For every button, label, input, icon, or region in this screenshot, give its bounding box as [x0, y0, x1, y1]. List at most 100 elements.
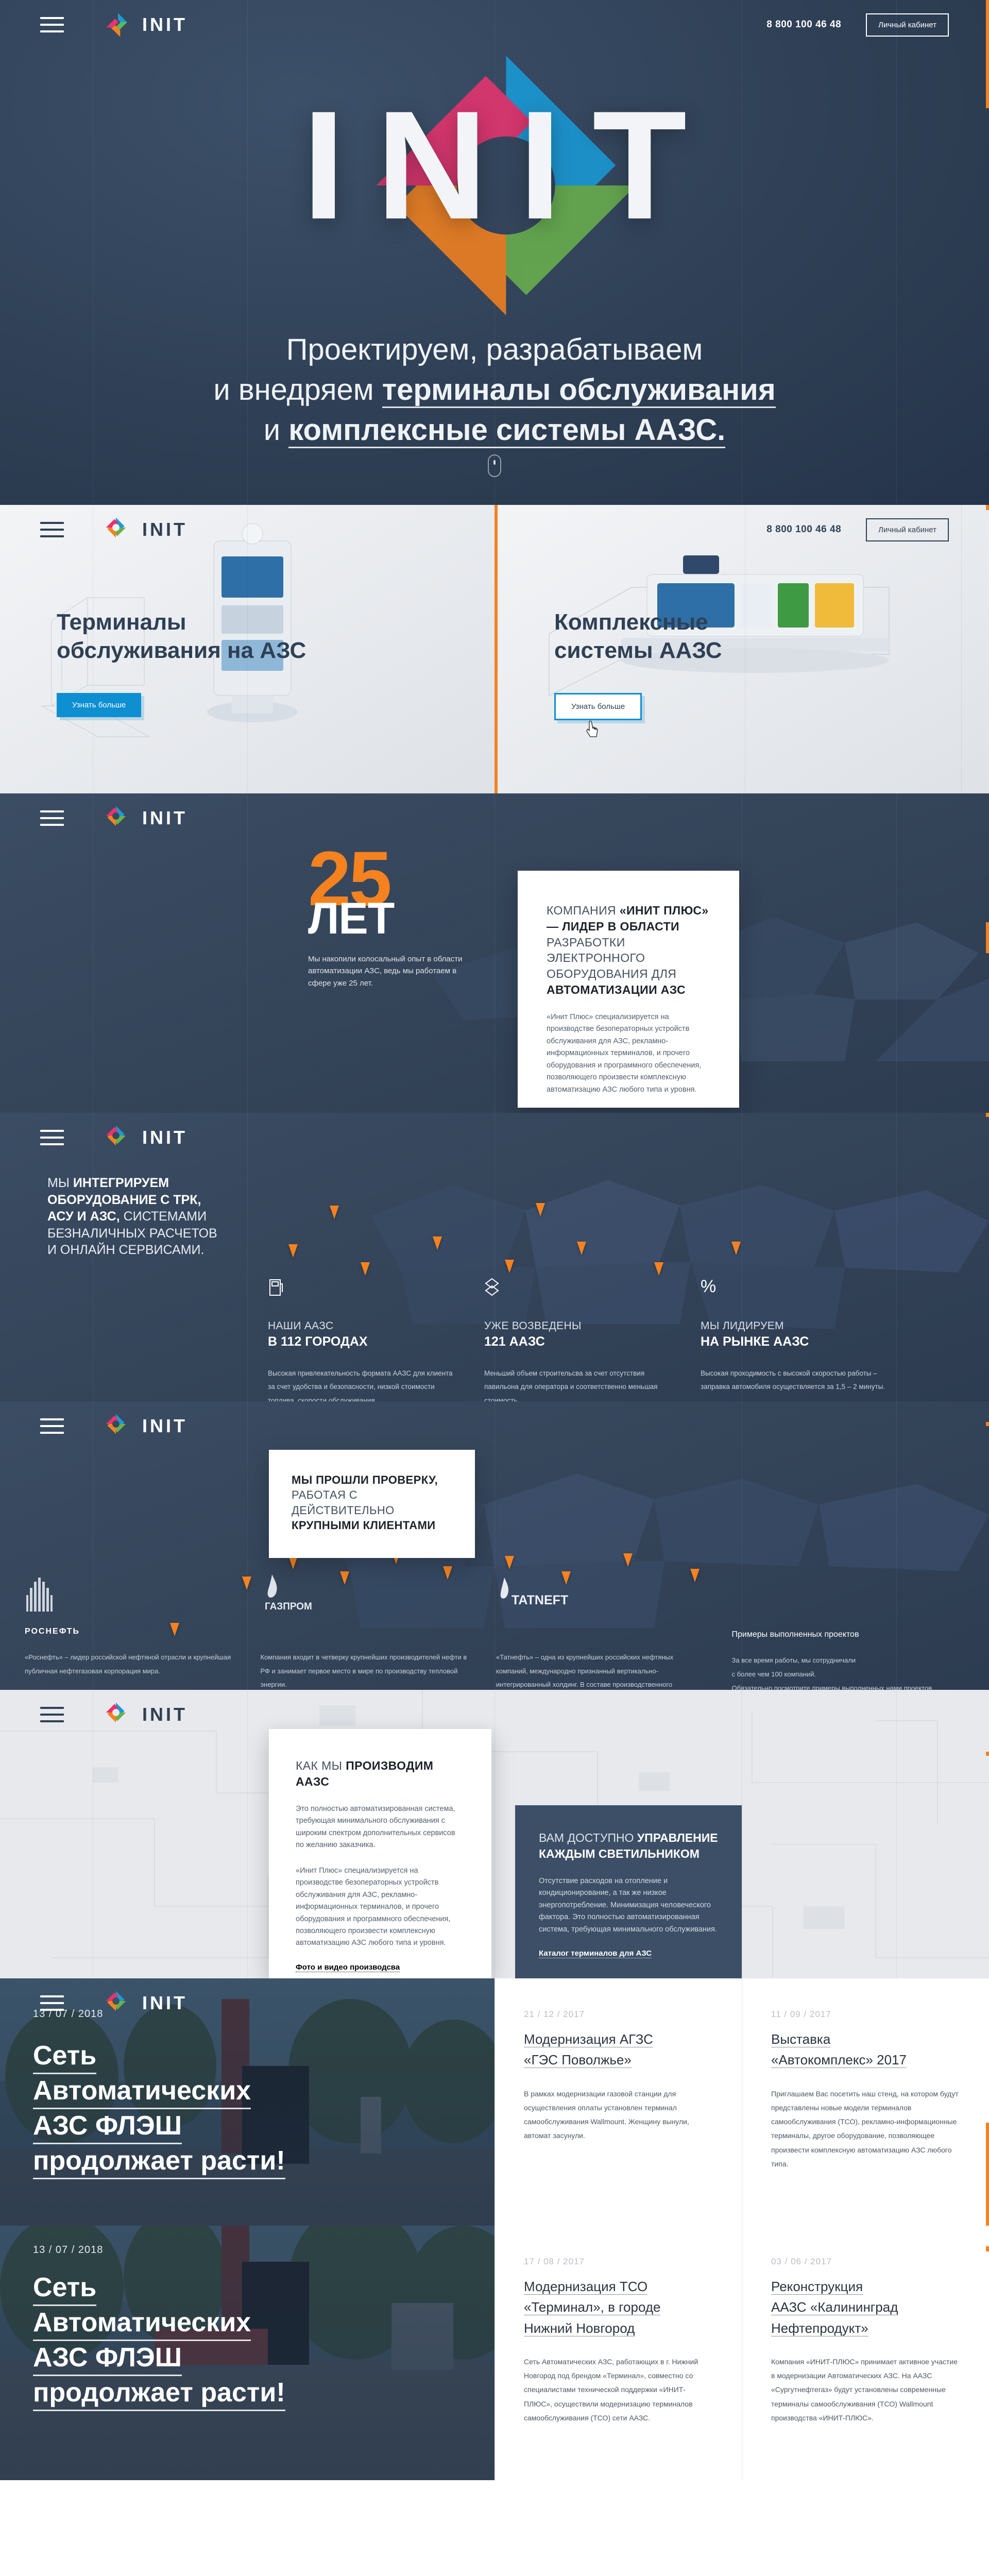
news-title[interactable]: Выставка «Автокомплекс» 2017	[771, 2029, 960, 2071]
personal-account-button[interactable]: Личный кабинет	[866, 518, 949, 541]
news-section: 13 / 07 / 2018 Сеть Автоматических АЗС Ф…	[0, 1978, 989, 2480]
logo-wordmark: INIT	[142, 14, 187, 35]
hamburger-menu-icon[interactable]	[40, 17, 64, 32]
news-title-line3: Нижний Новгород	[524, 2320, 635, 2336]
stat-item: УЖЕ ВОЗВЕДЕНЫ 121 ААЗС Меньший объем стр…	[484, 1278, 701, 1401]
stats-row: НАШИ ААЗС В 112 ГОРОДАХ Высокая привлека…	[268, 1278, 989, 1401]
hamburger-menu-icon[interactable]	[40, 1707, 64, 1722]
site-logo[interactable]: INIT	[104, 1412, 187, 1440]
side-progress-strip[interactable]	[986, 793, 989, 1113]
header-phone[interactable]: 8 800 100 46 48	[766, 524, 842, 535]
client-logo-item[interactable]: TATNEFT TATNEFT «Татнефть» – одна из кру…	[496, 1571, 732, 1690]
product-title-line1: Терминалы	[57, 609, 186, 635]
news-title[interactable]: Реконструкция ААЗС «Калининград Нефтепро…	[771, 2276, 960, 2338]
news-photo-tile-continued[interactable]: 13 / 07 / 2018 Сеть Автоматических АЗС Ф…	[0, 2226, 494, 2480]
news-title-line2: «Терминал», в городе	[524, 2299, 661, 2316]
logo-wordmark: INIT	[142, 1415, 187, 1436]
logo-wordmark: INIT	[142, 1127, 187, 1148]
site-logo[interactable]: INIT	[104, 1701, 187, 1728]
hamburger-menu-icon[interactable]	[40, 1418, 64, 1434]
side-progress-strip[interactable]	[986, 1690, 989, 1978]
side-progress-strip[interactable]	[986, 1113, 989, 1401]
side-progress-strip[interactable]	[986, 0, 989, 505]
stat-value: НА РЫНКЕ ААЗС	[701, 1334, 809, 1349]
stat-top-label: МЫ ЛИДИРУЕМ	[701, 1320, 784, 1332]
section-header: INIT	[0, 1113, 989, 1162]
projects-link-item[interactable]: Примеры выполненных проектов За все врем…	[732, 1571, 968, 1690]
news-title[interactable]: Модернизация ТСО «Терминал», в городе Ни…	[524, 2276, 713, 2338]
scroll-mouse-icon[interactable]	[488, 454, 501, 477]
fuel-pump-icon	[268, 1278, 453, 1300]
news-row: 13 / 07 / 2018 Сеть Автоматических АЗС Ф…	[0, 2123, 989, 2480]
claim-pre: МЫ	[47, 1176, 73, 1190]
news-title-line3: АЗС ФЛЭШ	[33, 2341, 182, 2376]
news-title-line2: Автоматических	[33, 2306, 251, 2341]
hero-line-1: Проектируем, разрабатываем	[0, 330, 989, 370]
news-title: Сеть Автоматических АЗС ФЛЭШ продолжает …	[33, 2271, 285, 2411]
client-logo-item[interactable]: ГАЗПРОМ ГАЗПРОМ Компания входит в четвер…	[261, 1571, 497, 1690]
product-card-terminals[interactable]: INIT Терминалы обслуживания на АЗС Узнат…	[0, 505, 494, 793]
integration-section: INIT МЫ ИНТЕГРИРУЕМ ОБОРУДОВАНИЕ С ТРК, …	[0, 1113, 989, 1401]
learn-more-button-terminals[interactable]: Узнать больше	[57, 693, 142, 717]
init-ring-logo-icon	[104, 1412, 132, 1440]
products-section: INIT Терминалы обслуживания на АЗС Узнат…	[0, 505, 989, 793]
news-title[interactable]: Модернизация АГЗС «ГЭС Поволжье»	[524, 2029, 713, 2071]
personal-account-button[interactable]: Личный кабинет	[866, 13, 949, 37]
about-white-card: КОМПАНИЯ «ИНИТ ПЛЮС» — ЛИДЕР В ОБЛАСТИ Р…	[518, 871, 739, 1108]
news-title-line4: продолжает расти!	[33, 2376, 285, 2411]
production-card-kicker: КАК МЫ ПРОИЗВОДИМ ААЗС	[296, 1758, 465, 1790]
site-logo[interactable]: INIT	[104, 11, 187, 39]
stacked-diamonds-icon	[484, 1278, 670, 1300]
clients-brands-row: РОСНЕФТЬ «Роснефть» – лидер российской н…	[25, 1571, 967, 1690]
stat-item: % МЫ ЛИДИРУЕМ НА РЫНКЕ ААЗС Высокая прох…	[701, 1278, 917, 1401]
news-title-line2: «ГЭС Поволжье»	[524, 2052, 632, 2069]
stat-value: 121 ААЗС	[484, 1334, 545, 1349]
client-logo-item[interactable]: РОСНЕФТЬ «Роснефть» – лидер российской н…	[25, 1571, 261, 1690]
terminal-catalog-link[interactable]: Каталог терминалов для АЗС	[539, 1949, 652, 1959]
product-title-line2: системы ААЗС	[554, 638, 722, 663]
production-white-card: КАК МЫ ПРОИЗВОДИМ ААЗС Это полностью авт…	[269, 1729, 491, 1978]
news-title-line1: Сеть	[33, 2271, 97, 2306]
news-title-line4: продолжает расти!	[33, 2144, 285, 2179]
hamburger-menu-icon[interactable]	[40, 1995, 64, 2011]
kicker-bold-2: КРУПНЫМИ КЛИЕНТАМИ	[292, 1519, 436, 1532]
news-card[interactable]: 17 / 08 / 2017 Модернизация ТСО «Термина…	[494, 2226, 742, 2480]
years-unit: ЛЕТ	[308, 894, 395, 943]
stat-top-label: УЖЕ ВОЗВЕДЕНЫ	[484, 1320, 582, 1332]
product-title-complex: Комплексные системы ААЗС	[554, 608, 722, 665]
clients-section: INIT МЫ ПРОШЛИ ПРОВЕРКУ, РАБОТАЯ С ДЕЙСТ…	[0, 1401, 989, 1690]
pcb-background	[0, 1690, 989, 1978]
photo-video-link[interactable]: Фото и видео производсва	[296, 1962, 400, 1972]
production-dark-card: ВАМ ДОСТУПНО УПРАВЛЕНИЕ КАЖДЫМ СВЕТИЛЬНИ…	[515, 1805, 742, 1978]
kicker-pre: КАК МЫ	[296, 1759, 346, 1772]
lighting-card-kicker: ВАМ ДОСТУПНО УПРАВЛЕНИЕ КАЖДЫМ СВЕТИЛЬНИ…	[539, 1830, 718, 1862]
stat-description: Высокая привлекательность формата ААЗС д…	[268, 1369, 453, 1401]
news-title-line1: Модернизация АГЗС	[524, 2031, 653, 2047]
news-card[interactable]: 03 / 06 / 2017 Реконструкция ААЗС «Калин…	[742, 2226, 989, 2480]
header-phone[interactable]: 8 800 100 46 48	[766, 19, 842, 30]
hamburger-menu-icon[interactable]	[40, 522, 64, 537]
side-progress-strip[interactable]	[986, 1401, 989, 1690]
product-title-line2: обслуживания на АЗС	[57, 638, 306, 663]
news-card[interactable]: 11 / 09 / 2017 Выставка «Автокомплекс» 2…	[742, 1978, 989, 2226]
learn-more-button-complex[interactable]: Узнать больше	[554, 693, 642, 720]
side-progress-strip[interactable]	[986, 505, 989, 793]
site-logo[interactable]: INIT	[104, 1124, 187, 1151]
site-logo[interactable]: INIT	[104, 804, 187, 832]
news-excerpt: В рамках модернизации газовой станции дл…	[524, 2089, 689, 2140]
hamburger-menu-icon[interactable]	[40, 1130, 64, 1145]
news-photo-tile[interactable]: 13 / 07 / 2018 Сеть Автоматических АЗС Ф…	[0, 1978, 494, 2226]
news-date: 03 / 06 / 2017	[771, 2257, 832, 2266]
init-ring-logo-icon	[104, 1124, 132, 1151]
site-logo[interactable]: INIT	[104, 516, 187, 544]
product-card-complex[interactable]: 8 800 100 46 48 Личный кабинет Комплексн…	[494, 505, 989, 793]
photo-shade	[0, 1978, 494, 2226]
stat-description: Меньший объем строительсва за счет отсут…	[484, 1369, 658, 1401]
hero-ring-graphic	[376, 56, 636, 315]
news-card[interactable]: 21 / 12 / 2017 Модернизация АГЗС «ГЭС По…	[494, 1978, 742, 2226]
site-logo[interactable]: INIT	[104, 1989, 187, 2017]
kicker-mid: РАБОТАЯ С ДЕЙСТВИТЕЛЬНО	[292, 1488, 395, 1517]
side-progress-strip[interactable]	[986, 2123, 989, 2480]
hamburger-menu-icon[interactable]	[40, 810, 64, 826]
section-header: INIT	[0, 793, 989, 843]
